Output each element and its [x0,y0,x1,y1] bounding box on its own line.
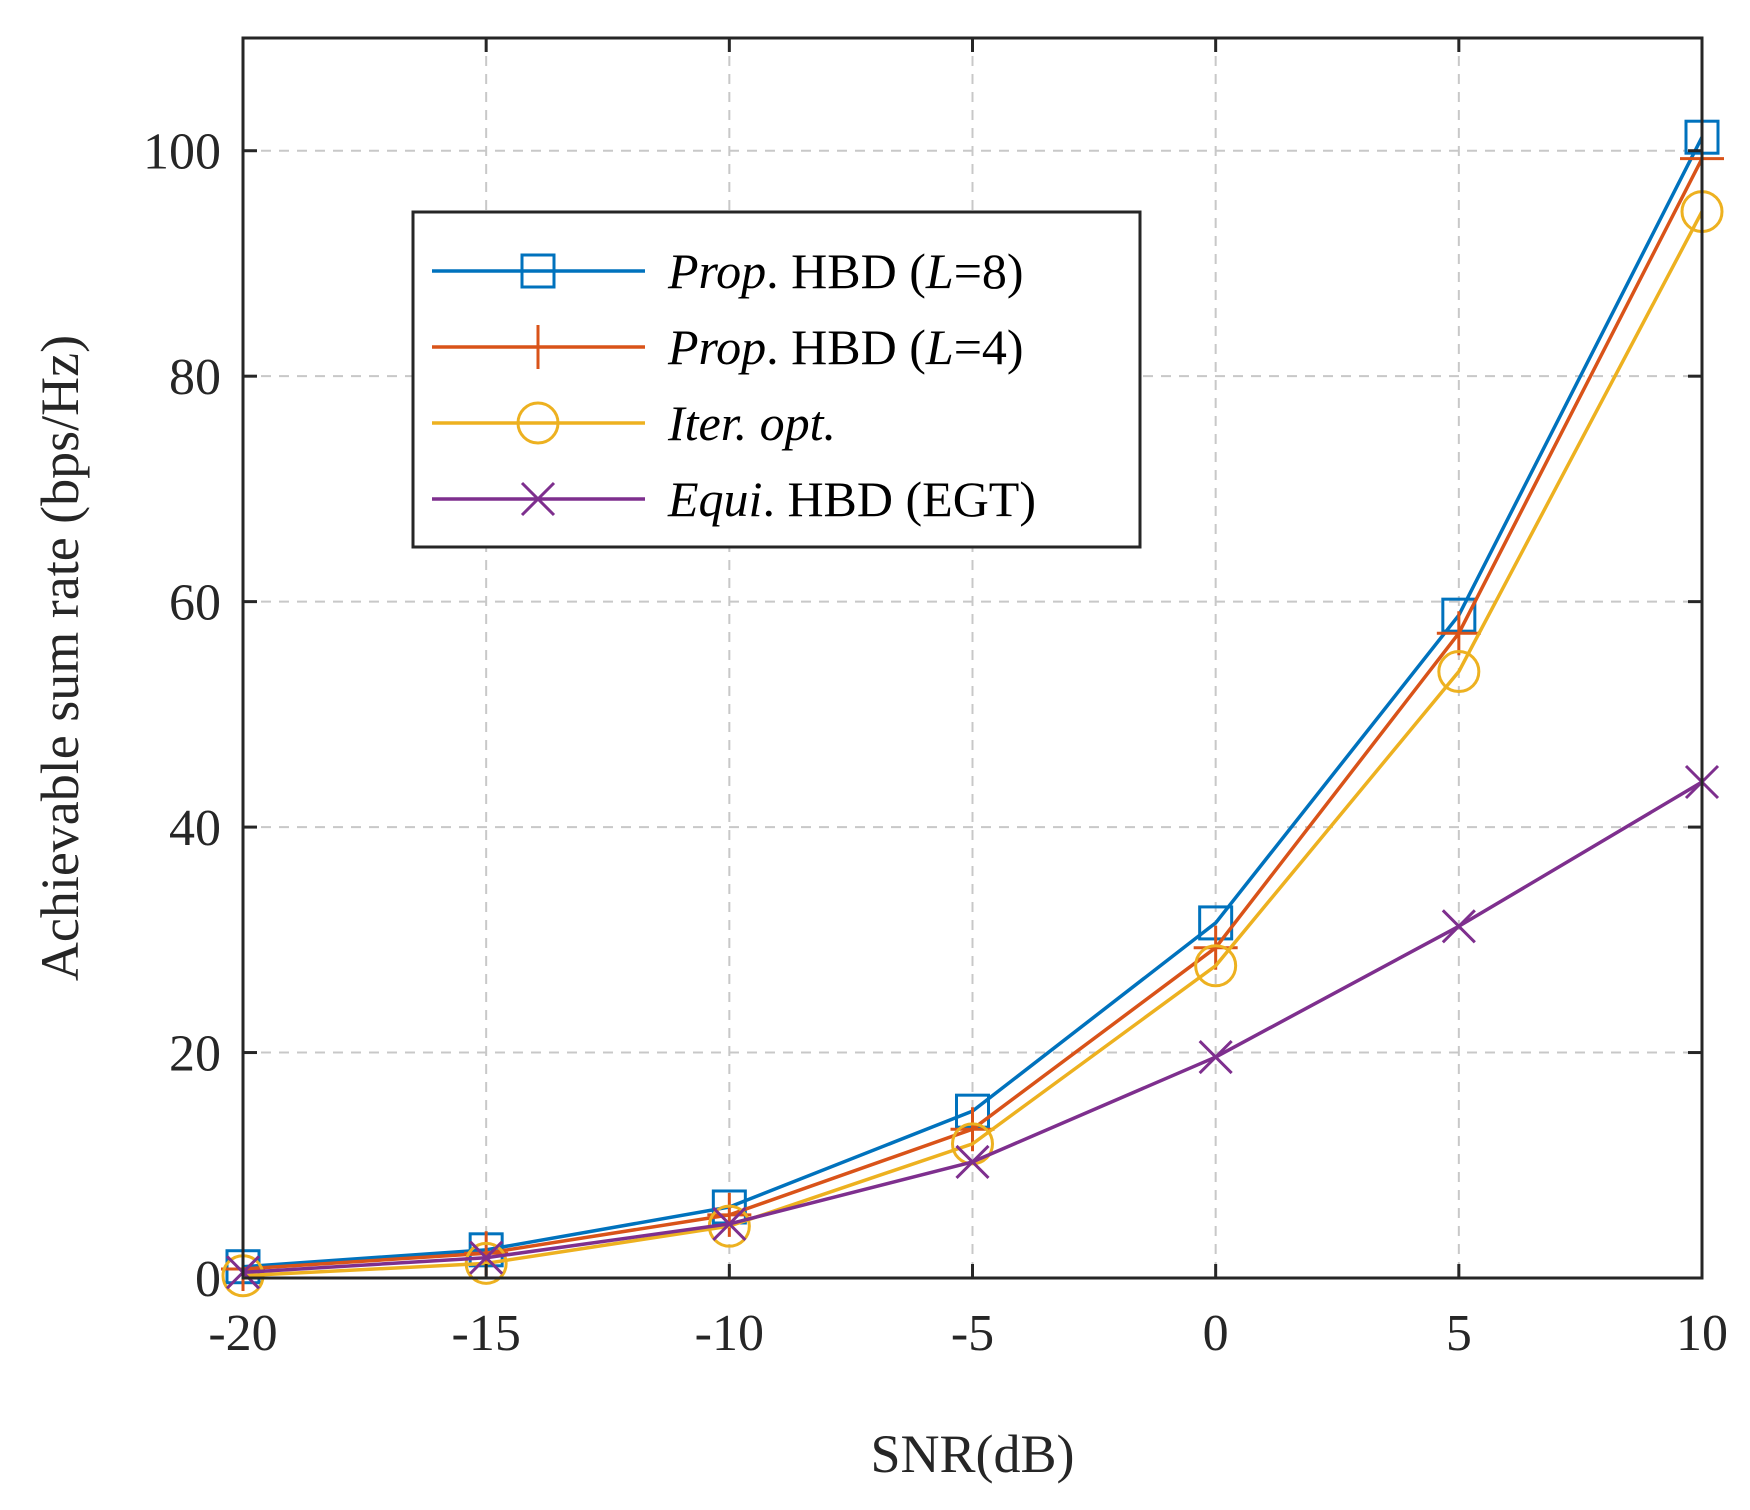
y-tick-label: 60 [169,575,221,632]
x-marker [712,1206,747,1241]
circle-marker [516,401,560,445]
legend-label-part: Prop [667,319,766,375]
series-line [242,210,1704,1278]
legend-label-part: Equi [667,471,762,527]
series-4 [225,764,1720,1290]
legend-box [411,210,1142,549]
x-tick-label: -15 [452,1305,521,1362]
circle-marker [1437,650,1481,694]
legend-entry: Prop. HBD (L=4) [432,319,1024,375]
x-tick-label: 10 [1676,1305,1728,1362]
y-axis-title: Achievable sum rate (bps/Hz) [30,335,90,981]
plus-marker [1436,611,1481,656]
x-marker [469,1240,504,1275]
legend-label: Prop. HBD (L=4) [667,319,1024,375]
series-layer [221,119,1724,1298]
legend-label-part: L [925,243,954,299]
legend-entry: Iter. opt. [432,395,836,451]
x-tick-label: -5 [951,1305,994,1362]
square-marker [520,253,556,289]
legend: Prop. HBD (L=8)Prop. HBD (L=4)Iter. opt.… [411,210,1142,549]
x-marker [1198,1039,1233,1075]
legend-entry: Prop. HBD (L=8) [432,243,1024,299]
x-marker [955,1144,990,1179]
x-axis-title: SNR(dB) [870,1424,1074,1484]
y-tick-label: 80 [169,349,221,406]
y-tick-label: 40 [169,800,221,857]
x-tick-label: -10 [695,1305,764,1362]
x-marker [520,481,556,517]
plot-frame [241,36,1704,1280]
legend-entry: Equi. HBD (EGT) [432,471,1036,527]
plus-marker [707,1192,752,1237]
legend-label: Prop. HBD (L=8) [667,243,1024,299]
legend-label: Equi. HBD (EGT) [667,471,1036,527]
legend-label-part: L [925,319,954,375]
legend-label-part: Iter. opt. [667,395,836,451]
plus-marker [516,325,560,369]
circle-marker [464,1241,508,1285]
circle-marker [1194,944,1238,988]
legend-label-part: Prop [667,243,766,299]
y-tick-label: 100 [143,124,221,181]
y-tick-label: 0 [195,1251,221,1308]
legend-label-part: =4) [954,319,1024,375]
legend-label-part: . HBD ( [766,319,926,375]
legend-label-part: . HBD (EGT) [762,471,1036,527]
y-tick-label: 20 [169,1026,221,1083]
x-marker [1441,909,1476,944]
legend-label-part: =8) [954,243,1024,299]
legend-label: Iter. opt. [667,395,836,451]
x-tick-label: 5 [1446,1305,1472,1362]
x-tick-label: 0 [1203,1305,1229,1362]
x-tick-label: -20 [208,1305,277,1362]
legend-label-part: . HBD ( [766,243,926,299]
